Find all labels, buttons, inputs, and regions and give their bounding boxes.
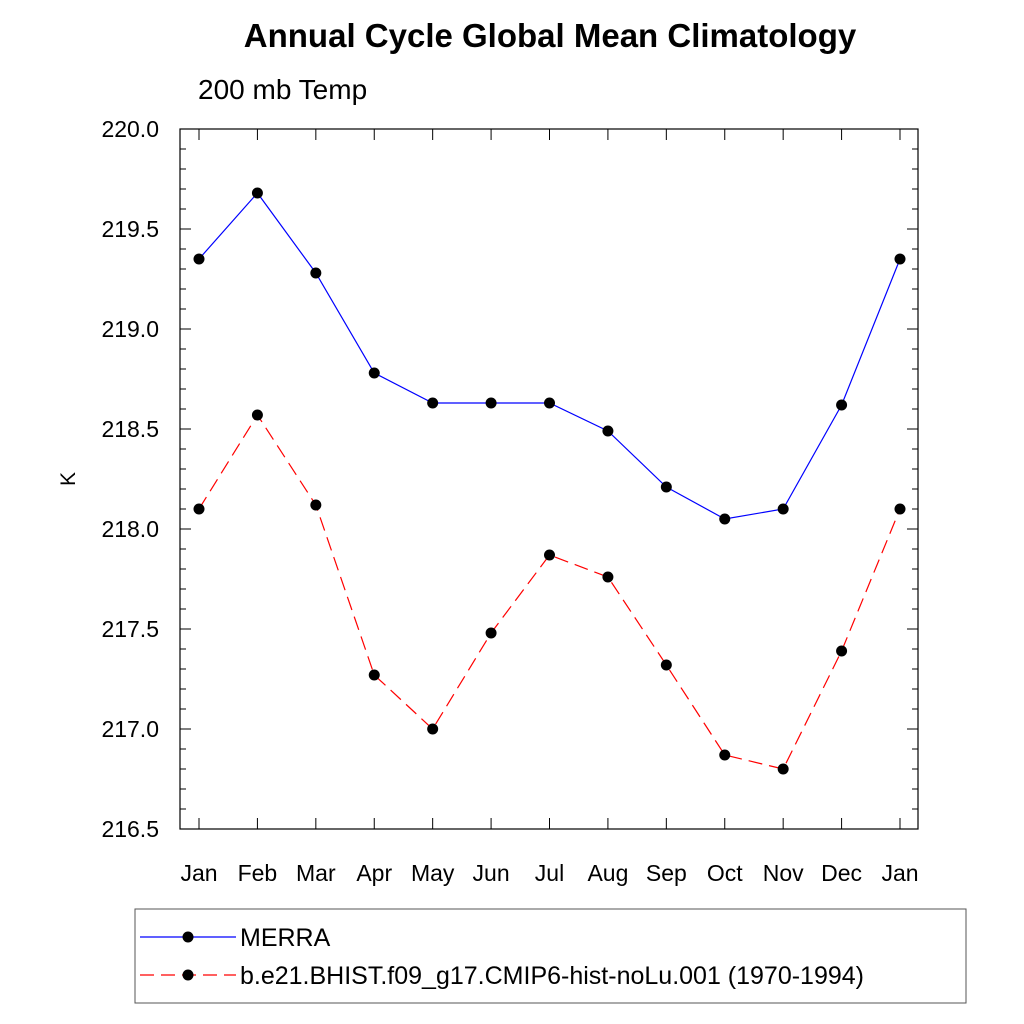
x-tick-label: May [411, 860, 455, 886]
data-point-series-2 [660, 659, 672, 671]
data-point-series-1 [894, 253, 906, 265]
data-point-series-1 [777, 503, 789, 515]
data-point-series-2 [193, 503, 205, 515]
legend-box [134, 908, 967, 1004]
data-point-series-1 [602, 425, 614, 437]
x-tick-label: Nov [763, 860, 804, 886]
legend-marker-2 [182, 969, 194, 981]
data-point-series-2 [602, 571, 614, 583]
y-tick-label: 219.0 [101, 316, 159, 342]
y-tick-label: 217.0 [101, 716, 159, 742]
data-point-series-1 [544, 397, 555, 409]
y-tick-label: 218.5 [101, 416, 159, 442]
y-tick-label: 218.0 [101, 516, 159, 542]
legend-label-2: b.e21.BHIST.f09_g17.CMIP6-hist-noLu.001 … [240, 962, 864, 990]
data-point-series-1 [310, 267, 322, 279]
data-point-series-2 [427, 723, 439, 735]
plot-series [193, 187, 906, 775]
data-point-series-2 [544, 549, 555, 561]
data-point-series-1 [660, 481, 672, 493]
x-tick-label: Aug [587, 860, 628, 886]
x-tick-label: Sep [646, 860, 687, 886]
y-tick-label: 220.0 [101, 116, 159, 142]
data-point-series-1 [251, 187, 263, 199]
data-point-series-2 [894, 503, 906, 515]
x-tick-label: Jan [881, 860, 918, 886]
data-point-series-2 [310, 499, 322, 511]
data-point-series-2 [777, 763, 789, 775]
x-tick-label: Feb [238, 860, 278, 886]
data-point-series-1 [427, 397, 439, 409]
series-line-1 [198, 192, 901, 520]
y-tick-label: 217.5 [101, 616, 159, 642]
data-point-series-1 [836, 399, 848, 411]
chart-title: Annual Cycle Global Mean Climatology [244, 17, 857, 54]
x-tick-label: Jul [535, 860, 564, 886]
x-tick-label: Jun [473, 860, 510, 886]
data-point-series-1 [719, 513, 731, 525]
legend-marker-1 [182, 931, 194, 943]
x-tick-label: Mar [296, 860, 336, 886]
data-point-series-1 [368, 367, 380, 379]
y-tick-label: 216.5 [101, 816, 159, 842]
plot-frame [179, 128, 919, 830]
y-tick-label: 219.5 [101, 216, 159, 242]
data-point-series-2 [719, 749, 731, 761]
x-tick-label: Jan [180, 860, 217, 886]
x-tick-label: Apr [356, 860, 392, 886]
y-axis-label: K [57, 472, 80, 486]
axis-ticks: 216.5 217.0 217.5 218.0 218.5 219.0 219.5 220.0… [101, 116, 918, 886]
x-tick-label: Oct [707, 860, 743, 886]
series-line-2 [198, 413, 901, 770]
data-point-series-1 [485, 397, 497, 409]
data-point-series-2 [368, 669, 380, 681]
chart-subtitle: 200 mb Temp [198, 74, 367, 105]
data-point-series-2 [251, 409, 263, 421]
x-tick-label: Dec [821, 860, 862, 886]
legend: MERRA b.e21.BHIST.f09_g17.CMIP6-hist-noLu… [134, 908, 967, 1004]
data-point-series-2 [485, 627, 497, 639]
data-point-series-1 [193, 253, 205, 265]
legend-label-1: MERRA [240, 924, 331, 952]
data-point-series-2 [836, 645, 848, 657]
